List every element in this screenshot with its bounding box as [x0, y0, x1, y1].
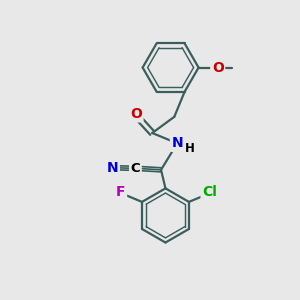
Text: F: F: [116, 185, 125, 199]
Text: N: N: [171, 136, 183, 150]
Text: O: O: [130, 107, 142, 121]
Text: N: N: [106, 161, 118, 175]
Text: C: C: [130, 162, 140, 175]
Text: H: H: [185, 142, 194, 155]
Text: Cl: Cl: [202, 185, 217, 199]
Text: O: O: [212, 61, 224, 75]
